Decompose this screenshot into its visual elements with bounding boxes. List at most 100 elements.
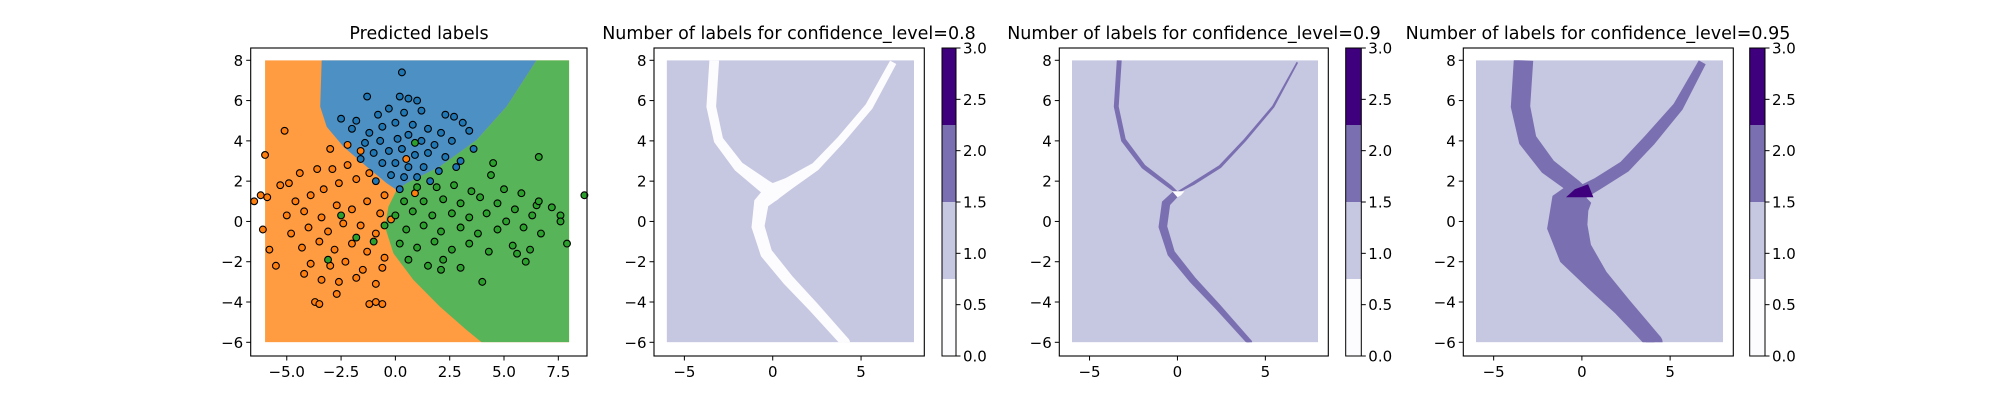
- band-right: [767, 60, 897, 201]
- y-tick-label: 8: [1042, 52, 1052, 70]
- point-blue: [426, 177, 435, 186]
- point-green: [526, 245, 535, 254]
- y-tick-label: 6: [1042, 92, 1052, 110]
- point-orange: [363, 247, 372, 256]
- point-blue: [356, 155, 365, 163]
- y-tick-label: 0: [1446, 213, 1456, 231]
- y-tick-label: −4: [624, 294, 646, 312]
- colorbar-tick-label: 0.0: [1772, 348, 1796, 366]
- point-green: [519, 223, 528, 232]
- point-green: [473, 229, 482, 238]
- colorbar-tick-label: 3.0: [963, 40, 987, 58]
- point-orange: [332, 290, 341, 298]
- y-tick-label: 8: [234, 52, 244, 70]
- point-green: [513, 249, 521, 258]
- band-right: [1577, 60, 1706, 199]
- point-blue: [400, 108, 409, 117]
- y-tick-label: 2: [234, 173, 244, 191]
- x-tick-label: −2.5: [323, 363, 359, 381]
- point-blue: [419, 163, 428, 172]
- point-orange: [306, 191, 315, 200]
- point-green: [337, 211, 346, 220]
- point-green: [493, 225, 502, 234]
- point-blue: [447, 136, 456, 145]
- point-green: [493, 199, 502, 208]
- point-blue: [400, 173, 409, 182]
- point-green: [478, 277, 487, 286]
- point-green: [447, 209, 456, 218]
- colorbar-bin-2: [942, 125, 956, 202]
- point-orange: [378, 300, 387, 308]
- band-left: [1510, 60, 1586, 198]
- y-tick-label: −4: [1434, 294, 1456, 312]
- x-tick-label: 0: [1173, 363, 1183, 381]
- point-green: [439, 195, 448, 204]
- y-tick-label: 4: [637, 132, 647, 150]
- point-green: [419, 197, 428, 206]
- point-orange: [317, 213, 326, 222]
- y-tick-label: 4: [1446, 132, 1456, 150]
- point-orange: [295, 169, 304, 178]
- point-orange: [402, 155, 411, 163]
- y-tick-label: −6: [1030, 334, 1052, 352]
- point-blue: [408, 120, 417, 129]
- point-orange: [280, 126, 289, 135]
- point-blue: [404, 94, 413, 103]
- band-left: [1113, 60, 1178, 194]
- point-orange: [300, 207, 309, 216]
- point-blue: [387, 171, 395, 180]
- junction-spot: [1566, 184, 1594, 198]
- point-green: [467, 187, 476, 196]
- point-green: [556, 217, 565, 226]
- point-orange: [300, 269, 309, 278]
- point-blue: [363, 92, 372, 101]
- y-tick-label: −4: [1030, 294, 1052, 312]
- point-orange: [343, 140, 352, 149]
- point-green: [502, 217, 511, 226]
- band-joint: [1246, 339, 1253, 343]
- point-orange: [276, 181, 285, 190]
- point-green: [413, 243, 422, 252]
- point-blue: [424, 124, 432, 133]
- point-blue: [450, 112, 458, 121]
- point-blue: [391, 118, 400, 127]
- point-orange: [304, 223, 313, 232]
- point-blue: [371, 177, 380, 186]
- colorbar-tick-label: 2.5: [1368, 91, 1392, 109]
- point-orange: [271, 261, 280, 270]
- point-blue: [384, 104, 393, 113]
- point-green: [391, 211, 400, 220]
- point-green: [489, 159, 498, 167]
- y-tick-label: −4: [221, 294, 243, 312]
- subplot-2: 0.0 0.5 1.0 1.5 2.0 2.5 3.0 −5 0 5 −6 −4 −2 0 2 4 6 8: [624, 40, 986, 382]
- x-tick-label: 0: [1577, 363, 1587, 381]
- x-tick-label: 5: [1261, 363, 1271, 381]
- point-green: [465, 239, 474, 248]
- point-green: [352, 233, 361, 242]
- colorbar: 0.0 0.5 1.0 1.5 2.0 2.5 3.0: [941, 40, 987, 366]
- point-blue: [347, 124, 356, 133]
- point-blue: [369, 148, 378, 157]
- plot-area: [1071, 60, 1319, 343]
- point-green: [450, 181, 458, 190]
- point-green: [510, 205, 519, 214]
- point-orange: [326, 144, 335, 153]
- axes-frame: [1462, 47, 1734, 357]
- point-blue: [391, 159, 400, 167]
- colorbar-tick-label: 1.5: [1772, 194, 1796, 212]
- colorbar-bin-2: [1749, 125, 1765, 202]
- junction-spot: [1172, 191, 1185, 198]
- point-green: [508, 241, 517, 250]
- point-orange: [324, 227, 332, 236]
- colorbar-bin-3: [1345, 48, 1362, 125]
- point-blue: [465, 126, 474, 135]
- point-orange: [356, 146, 365, 155]
- point-orange: [265, 245, 274, 254]
- point-blue: [376, 136, 385, 145]
- colorbar-bin-0: [942, 279, 956, 356]
- point-blue: [413, 173, 422, 182]
- point-orange: [317, 275, 326, 284]
- point-blue: [404, 163, 413, 172]
- point-orange: [315, 237, 324, 246]
- x-tick-label: 0.0: [383, 363, 407, 381]
